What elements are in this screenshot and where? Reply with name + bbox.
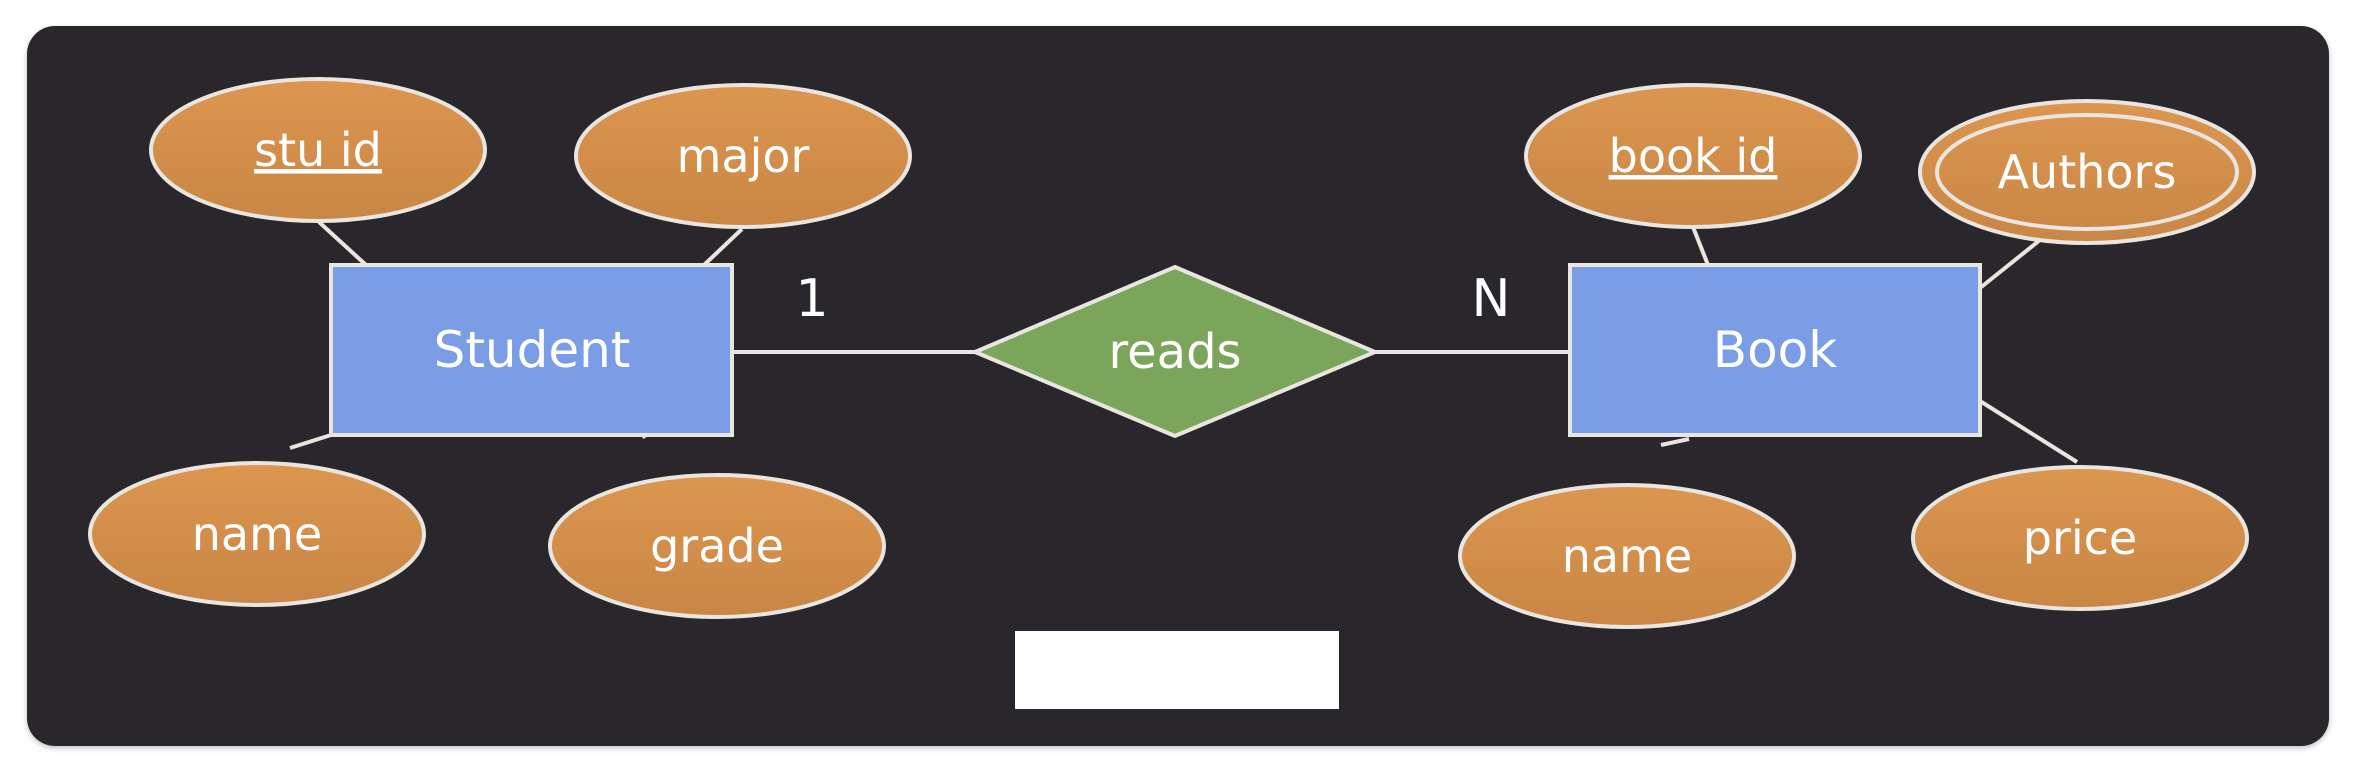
- line-major: [702, 227, 744, 267]
- attr-major-label: major: [677, 129, 810, 183]
- cardinality-one: 1: [795, 269, 828, 329]
- attr-book-id: book id: [1524, 83, 1862, 229]
- book-entity: Book: [1568, 263, 1982, 437]
- line-book-name: [1660, 437, 1690, 447]
- attr-price-label: price: [2023, 511, 2137, 565]
- white-caption-box: [1015, 631, 1339, 709]
- er-diagram: Student Book reads 1 N stu id major name: [88, 77, 2256, 709]
- relationship-label: reads: [1108, 324, 1241, 380]
- cardinality-many: N: [1472, 269, 1511, 329]
- attr-student-name: name: [88, 461, 426, 607]
- line-student-name: [289, 433, 332, 450]
- student-entity: Student: [329, 263, 734, 437]
- line-authors: [1978, 238, 2042, 290]
- attr-authors-multivalued: Authors: [1918, 99, 2256, 245]
- er-diagram-panel: Student Book reads 1 N stu id major name: [27, 26, 2329, 746]
- attr-stu-id: stu id: [149, 77, 487, 223]
- attr-book-id-label: book id: [1609, 129, 1778, 183]
- attr-major: major: [574, 83, 912, 229]
- reads-relationship: reads: [969, 264, 1381, 439]
- attr-grade-label: grade: [650, 519, 784, 573]
- relationship-diamond: [969, 264, 1381, 439]
- student-entity-box: [329, 263, 734, 437]
- attr-book-name-label: name: [1562, 529, 1692, 583]
- attr-price: price: [1911, 465, 2249, 611]
- attr-book-name: name: [1458, 483, 1796, 629]
- attr-student-name-label: name: [192, 507, 322, 561]
- line-stu-id: [317, 220, 368, 267]
- line-price: [1978, 399, 2079, 464]
- attr-grade: grade: [548, 473, 886, 619]
- line-book-id: [1691, 226, 1710, 266]
- book-entity-box: [1568, 263, 1982, 437]
- attr-stu-id-label: stu id: [254, 123, 382, 177]
- book-entity-label: Book: [1713, 321, 1837, 379]
- student-entity-label: Student: [434, 321, 631, 379]
- attr-authors-label: Authors: [1998, 145, 2177, 199]
